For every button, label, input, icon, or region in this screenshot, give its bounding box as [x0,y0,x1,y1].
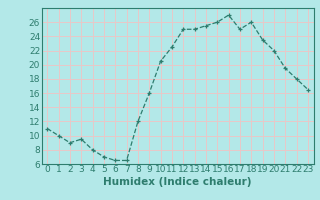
X-axis label: Humidex (Indice chaleur): Humidex (Indice chaleur) [103,177,252,187]
